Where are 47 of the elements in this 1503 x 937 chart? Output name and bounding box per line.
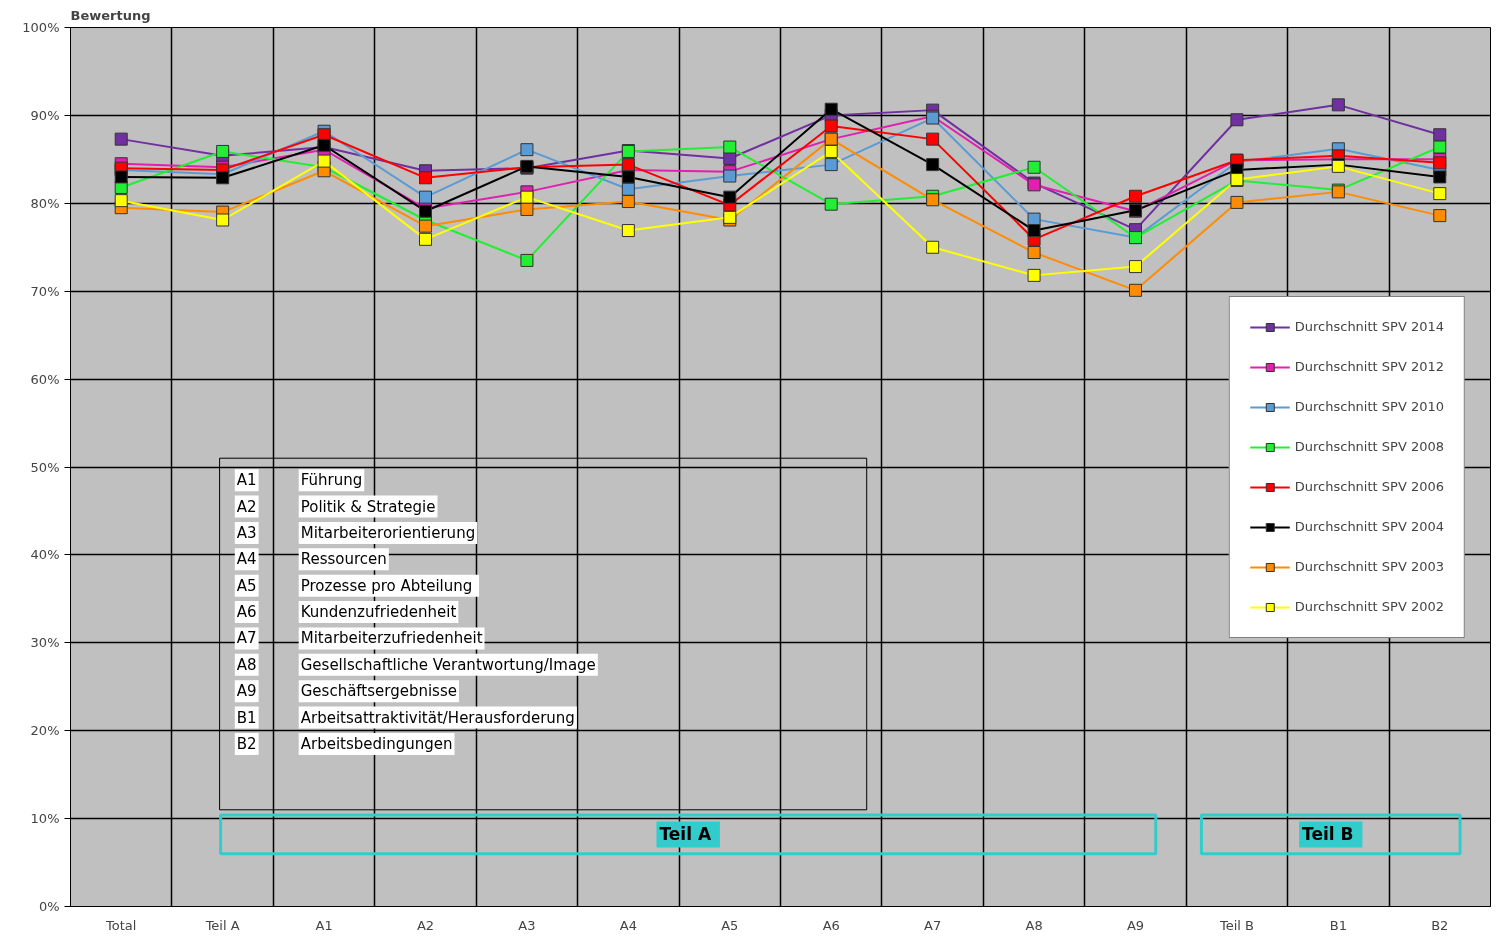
y-tick-label: 50% xyxy=(30,459,60,475)
legend-label: Durchschnitt SPV 2006 xyxy=(1294,479,1444,494)
x-tick-label: A2 xyxy=(416,917,435,933)
annotation: Teil A xyxy=(659,824,712,845)
text: A2 Politik & Strategie xyxy=(236,497,436,516)
y-tick-label: 70% xyxy=(30,283,60,299)
legend-label: Durchschnitt SPV 2014 xyxy=(1294,319,1444,334)
x-tick-label: A9 xyxy=(1126,917,1145,933)
x-tick-label: A4 xyxy=(619,917,637,933)
text: A3 Mitarbeiterorientierung xyxy=(236,523,476,542)
y-tick-label: 60% xyxy=(30,371,60,387)
x-tick-label: A7 xyxy=(924,917,942,933)
text: A6 Kundenzufriedenheit xyxy=(236,603,457,622)
y-tick-label: 40% xyxy=(30,547,60,563)
x-tick-label: Teil A xyxy=(204,917,240,933)
x-tick-label: A5 xyxy=(721,917,739,933)
text: B2 Arbeitsbedingungen xyxy=(236,734,453,753)
y-tick-label: 100% xyxy=(22,20,60,35)
legend-label: Durchschnitt SPV 2008 xyxy=(1294,439,1444,454)
legend-label: Durchschnitt SPV 2010 xyxy=(1294,399,1444,414)
x-tick-label: A1 xyxy=(315,917,333,933)
y-tick-label: 20% xyxy=(30,723,60,739)
legend-label: Durchschnitt SPV 2004 xyxy=(1294,519,1444,534)
y-tick-label: 30% xyxy=(30,635,60,651)
y-tick-label: 0% xyxy=(38,899,60,914)
y-tick-label: 10% xyxy=(30,811,60,827)
x-tick-label: B2 xyxy=(1431,917,1449,933)
x-tick-label: A6 xyxy=(822,917,840,933)
x-tick-label: Teil B xyxy=(1218,917,1254,933)
text: A9 Geschäftsergebnisse xyxy=(236,682,457,701)
text: A4 Ressourcen xyxy=(236,550,387,569)
y-tick-label: 90% xyxy=(30,107,60,123)
text: B1 Arbeitsattraktivität/Herausforderung xyxy=(236,708,575,727)
x-tick-label: B1 xyxy=(1329,917,1347,933)
x-tick-label: A8 xyxy=(1025,917,1043,933)
text: A5 Prozesse pro Abteilung xyxy=(236,576,473,595)
text: A8 Gesellschaftliche Verantwortung/Image xyxy=(236,655,596,674)
y-axis-title: Bewertung xyxy=(70,7,151,23)
text: A1 Führung xyxy=(236,471,363,490)
text: A7 Mitarbeiterzufriedenheit xyxy=(236,629,483,648)
y-tick-label: 80% xyxy=(30,195,60,211)
x-tick-label: A3 xyxy=(518,917,536,933)
annotation: Teil B xyxy=(1302,824,1354,845)
legend-label: Durchschnitt SPV 2003 xyxy=(1294,559,1444,574)
x-tick-label: Total xyxy=(105,917,137,933)
legend-label: Durchschnitt SPV 2002 xyxy=(1294,599,1444,614)
legend-label: Durchschnitt SPV 2012 xyxy=(1294,359,1444,374)
